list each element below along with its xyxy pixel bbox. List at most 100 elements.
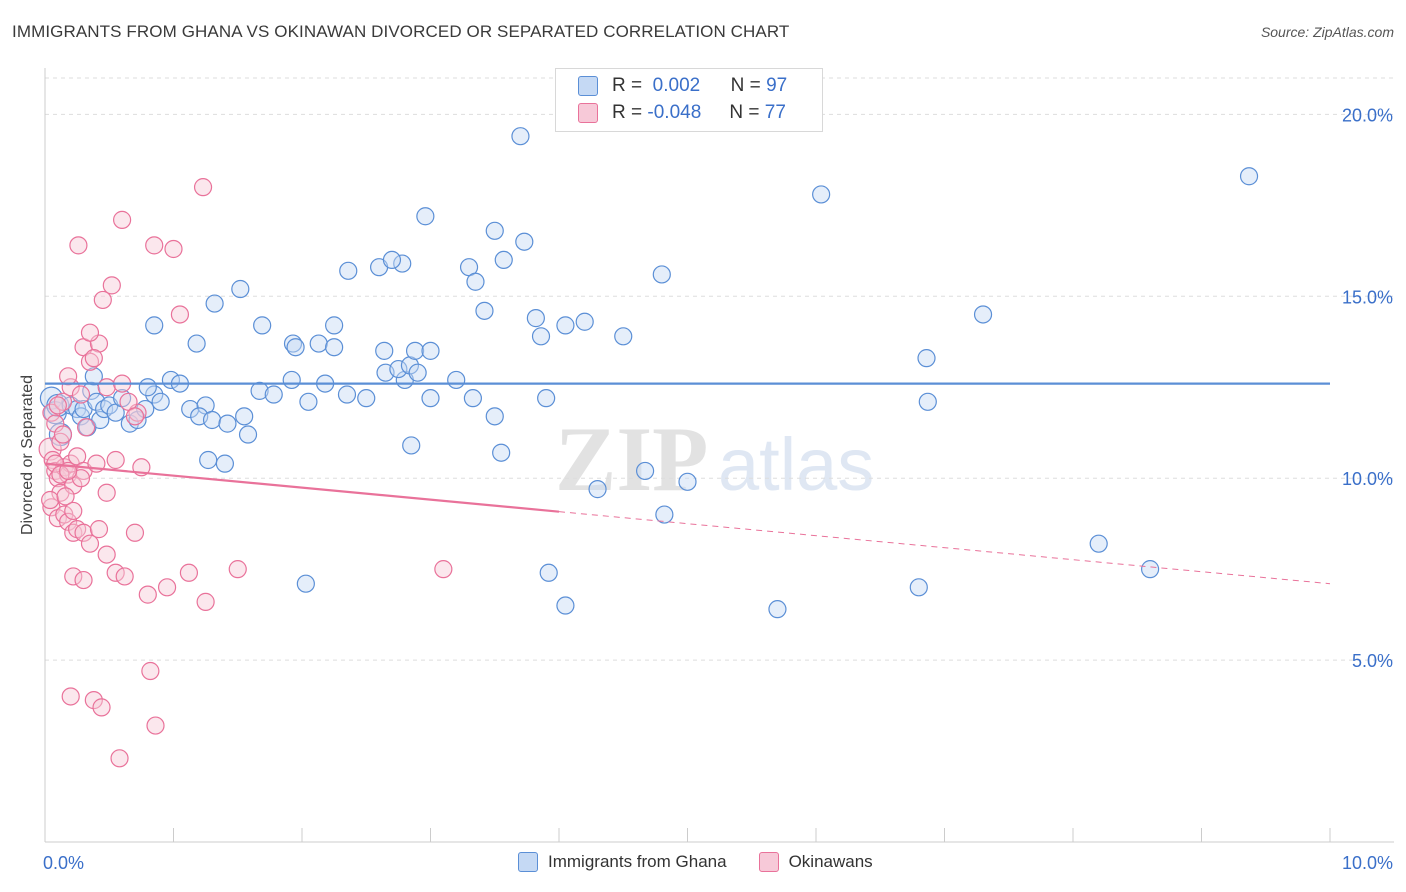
ghana-point (485, 221, 504, 240)
ghana-point (812, 185, 831, 204)
legend-swatch-pink (758, 852, 779, 872)
y-tick-label: 15.0% (1342, 287, 1393, 307)
legend-swatch-pink (578, 103, 598, 123)
ghana-point (250, 381, 269, 400)
ghana-point (339, 261, 358, 280)
okinawans-point (157, 578, 177, 597)
ghana-point (82, 381, 101, 400)
ghana-point (768, 600, 787, 619)
n-value: 77 (764, 102, 786, 123)
ghana-point (187, 334, 206, 353)
ghana-point (286, 338, 305, 357)
ghana-point (408, 363, 427, 382)
ghana-point (1140, 560, 1160, 579)
okinawans-point (106, 563, 125, 582)
legend-label: Immigrants from Ghana (548, 852, 727, 871)
okinawans-point (80, 534, 100, 553)
ghana-point (1239, 167, 1259, 186)
okinawans-point (106, 450, 125, 470)
okinawans-point (112, 210, 132, 229)
ghana-point (485, 407, 504, 426)
stats-legend-row-okinawans: R = -0.048 N = 77 (578, 100, 786, 126)
ghana-point (556, 316, 575, 335)
ghana-point (375, 341, 394, 360)
ghana-point (492, 443, 511, 462)
ghana-point (494, 250, 513, 270)
okinawans-point (64, 567, 83, 586)
okinawans-point (115, 567, 134, 586)
ghana-point (389, 359, 408, 379)
ghana-point (151, 392, 170, 411)
source-attribution: Source: ZipAtlas.com (1260, 24, 1394, 40)
ghana-point (466, 272, 485, 291)
y-tick-label: 20.0% (1342, 105, 1393, 125)
ghana-point (145, 385, 164, 404)
okinawans-point (125, 523, 145, 542)
ghana-point (973, 305, 993, 324)
okinawans-point (125, 407, 145, 426)
ghana-point (537, 389, 556, 408)
r-label: R = (612, 102, 643, 123)
ghana-point (635, 461, 655, 481)
okinawans-point (196, 592, 215, 611)
series-legend: Immigrants from Ghana Okinawans (518, 852, 905, 872)
ghana-point (238, 425, 258, 444)
okinawans-point (51, 432, 70, 451)
x-tick-label: 10.0% (1342, 853, 1393, 873)
stats-legend-row-ghana: R = 0.002 N = 97 (578, 73, 787, 99)
okinawans-point (80, 323, 100, 342)
okinawans-point (146, 716, 165, 735)
ghana-point (909, 578, 928, 597)
legend-swatch-blue (578, 76, 598, 96)
ghana-point (205, 294, 224, 313)
legend-swatch-blue (518, 852, 538, 872)
okinawans-point (102, 276, 121, 295)
ghana-point (299, 392, 318, 411)
ghana-point (614, 327, 633, 346)
okinawans-point (179, 563, 199, 582)
watermark-atlas: atlas (718, 423, 874, 506)
okinawans-point (138, 585, 157, 604)
ghana-point (325, 316, 344, 335)
okinawans-point (193, 178, 213, 197)
ghana-point (337, 385, 357, 404)
okinawans-point (59, 367, 78, 386)
ghana-point (231, 279, 250, 299)
ghana-point (393, 254, 412, 273)
ghana-point (416, 207, 435, 226)
ghana-point (264, 385, 283, 404)
y-tick-label: 5.0% (1352, 651, 1393, 671)
ghana-point (138, 378, 157, 397)
okinawans-point (64, 501, 83, 521)
n-value: 97 (766, 75, 788, 96)
okinawans-point (61, 687, 80, 706)
ghana-point (588, 480, 607, 499)
ghana-point (218, 414, 237, 433)
ghana-point (309, 334, 328, 353)
okinawans-point (69, 236, 88, 255)
r-value: -0.048 (647, 102, 702, 123)
legend-item-ghana: Immigrants from Ghana (518, 852, 727, 872)
ghana-point (325, 338, 344, 357)
ghana-point (215, 454, 234, 473)
ghana-point (511, 127, 530, 146)
okinawans-point (53, 425, 73, 444)
okinawans-point (170, 305, 190, 324)
ghana-point (405, 341, 425, 360)
ghana-point (531, 327, 551, 346)
ghana-point (556, 596, 575, 615)
ghana-point (382, 250, 402, 270)
ghana-point (1089, 534, 1108, 553)
chart-title: IMMIGRANTS FROM GHANA VS OKINAWAN DIVORC… (12, 22, 790, 41)
okinawans-point (74, 523, 93, 542)
ghana-point (447, 370, 466, 390)
okinawans-point (93, 290, 112, 310)
okinawans-trend-line (44, 462, 560, 513)
ghana-point (282, 370, 301, 390)
ghana-point (91, 410, 110, 430)
n-label: N = (730, 75, 761, 96)
okinawans-point (110, 749, 129, 768)
y-tick-label: 10.0% (1342, 469, 1393, 489)
okinawans-point (84, 691, 103, 710)
okinawans-point (48, 396, 67, 415)
